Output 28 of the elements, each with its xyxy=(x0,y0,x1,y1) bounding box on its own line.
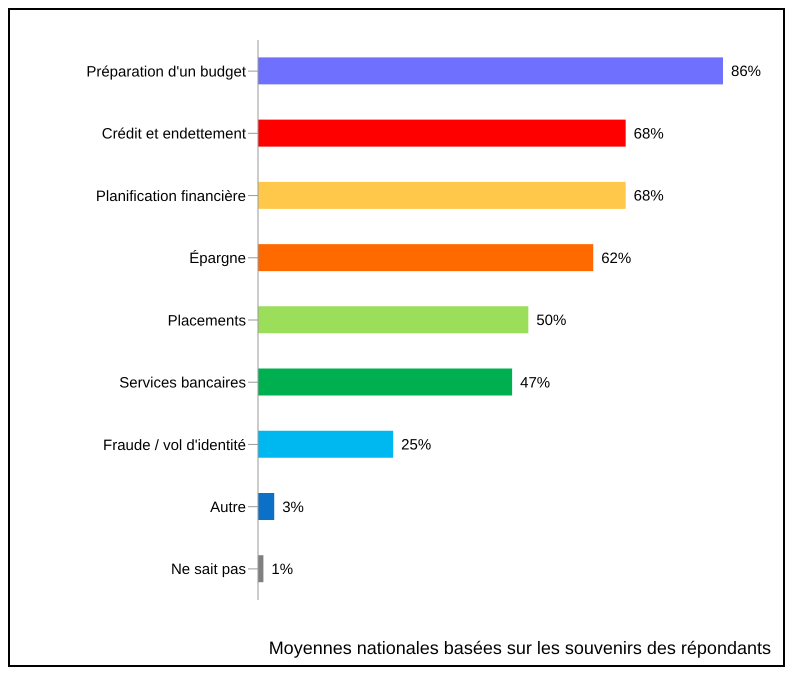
y-tick-label: Planification financière xyxy=(96,188,246,205)
y-tick-label: Épargne xyxy=(189,249,246,268)
bar xyxy=(258,182,626,209)
y-tick-label: Préparation d'un budget xyxy=(86,63,247,80)
data-label: 62% xyxy=(601,250,632,267)
bar xyxy=(258,244,594,272)
bar xyxy=(258,555,264,582)
text: Moyennes nationales basées sur les souvenirs des répondants xyxy=(268,638,771,659)
data-label: 25% xyxy=(401,436,432,454)
data-label: 68% xyxy=(634,125,664,142)
y-tick-label: Placements xyxy=(168,312,246,330)
data-label: 68% xyxy=(634,188,664,205)
bar xyxy=(258,492,274,520)
data-label: 86% xyxy=(731,63,762,80)
bar xyxy=(258,120,626,147)
data-label: 47% xyxy=(520,374,550,392)
bar xyxy=(258,368,512,396)
data-label: 1% xyxy=(271,561,294,578)
y-tick-label: Ne sait pas xyxy=(170,561,246,578)
bar xyxy=(258,306,528,334)
data-label: 3% xyxy=(282,498,304,516)
data-label: 50% xyxy=(536,312,566,330)
bar xyxy=(258,57,723,84)
y-tick-label: Fraude / vol d'identité xyxy=(103,436,246,454)
y-tick-label: Autre xyxy=(210,498,246,516)
y-tick-label: Crédit et endettement xyxy=(102,126,247,143)
y-tick-label: Services bancaires xyxy=(119,374,246,392)
bar xyxy=(258,430,394,458)
